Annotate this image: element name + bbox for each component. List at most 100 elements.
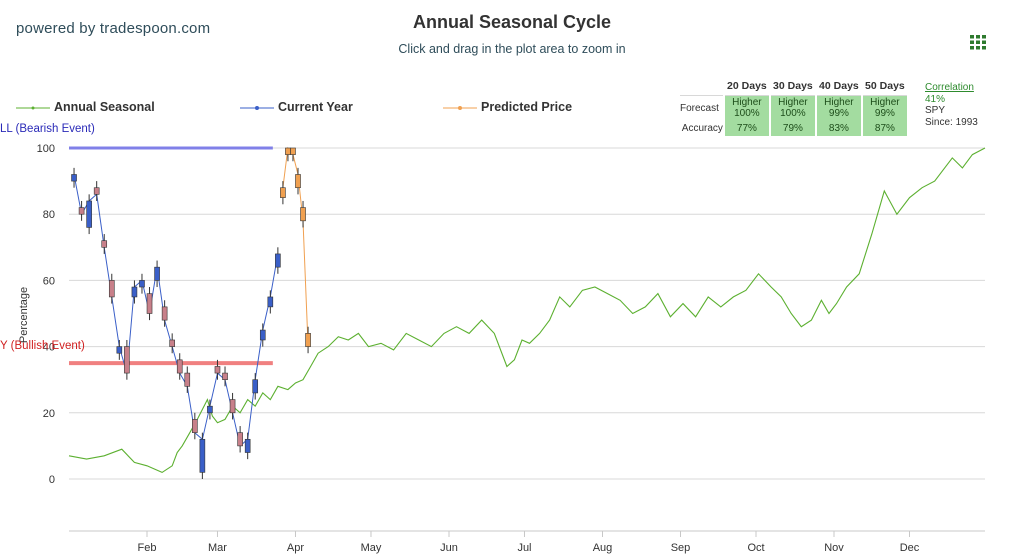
forecast-dir: Higher bbox=[732, 97, 762, 108]
forecast-cell-40: Higher 99% bbox=[816, 96, 861, 120]
x-tick-label: May bbox=[361, 542, 382, 554]
x-tick-label: Dec bbox=[900, 542, 920, 554]
correlation-box: Correlation 41% SPY Since: 1993 bbox=[925, 82, 978, 128]
forecast-cell-30: Higher 100% bbox=[770, 96, 815, 120]
current-year-candle bbox=[139, 280, 145, 288]
x-axis: Feb Mar Apr May Jun Jul Aug Sep Oct Nov Dec bbox=[69, 530, 985, 554]
current-year-candle bbox=[259, 329, 266, 341]
legend-label-predicted-price: Predicted Price bbox=[481, 100, 573, 114]
chart-subtitle: Click and drag in the plot area to zoom … bbox=[398, 42, 626, 56]
current-year-candle bbox=[124, 346, 130, 374]
current-year-candle bbox=[214, 366, 221, 374]
x-tick-label: Feb bbox=[138, 542, 157, 554]
x-tick-label: Jun bbox=[440, 542, 458, 554]
current-year-candle bbox=[169, 339, 175, 347]
header-50-days: 50 Days bbox=[862, 78, 907, 96]
accuracy-row: Accuracy 77% 79% 83% 87% bbox=[680, 120, 907, 136]
header-40-days: 40 Days bbox=[816, 78, 861, 96]
correlation-link[interactable]: Correlation bbox=[925, 82, 974, 93]
accuracy-cell-50: 87% bbox=[862, 120, 907, 136]
forecast-dir: Higher bbox=[824, 97, 854, 108]
event-lines: LL (Bearish Event) Y (Bullish Event) bbox=[0, 123, 273, 366]
chart-title: Annual Seasonal Cycle bbox=[412, 12, 612, 32]
predicted-price-candle bbox=[295, 174, 301, 189]
forecast-table: 20 Days 30 Days 40 Days 50 Days Forecast… bbox=[678, 78, 909, 136]
forecast-cell-20: Higher 100% bbox=[724, 96, 769, 120]
current-year-candle bbox=[267, 296, 274, 308]
annual-seasonal-line bbox=[68, 147, 986, 474]
forecast-table-corner bbox=[680, 78, 723, 96]
current-year-candle bbox=[93, 187, 100, 195]
y-tick-label: 0 bbox=[49, 474, 55, 486]
forecast-dir: Higher bbox=[778, 97, 808, 108]
y-tick-label: 20 bbox=[43, 408, 55, 420]
forecast-row: Forecast Higher 100% Higher 100% Higher 99%… bbox=[680, 96, 907, 120]
forecast-dir: Higher bbox=[870, 97, 900, 108]
current-year-candle bbox=[86, 200, 92, 228]
annual-seasonal-swatch-icon bbox=[16, 106, 50, 110]
current-year-candle bbox=[71, 174, 77, 182]
menu-grid-icon[interactable] bbox=[969, 34, 987, 50]
forecast-pct: 100% bbox=[780, 108, 806, 119]
y-axis-ticks: 0 20 40 60 80 100 bbox=[37, 143, 55, 486]
current-year-candle bbox=[131, 286, 138, 298]
current-year-candle bbox=[176, 359, 183, 374]
forecast-pct: 99% bbox=[874, 108, 895, 119]
forecast-table-header: 20 Days 30 Days 40 Days 50 Days bbox=[680, 78, 907, 96]
correlation-value: 41% bbox=[925, 93, 946, 105]
x-tick-label: Apr bbox=[287, 542, 304, 554]
x-tick-label: Oct bbox=[747, 542, 764, 554]
current-year-line bbox=[73, 174, 279, 447]
accuracy-cell-20: 77% bbox=[724, 120, 769, 136]
x-tick-label: Jul bbox=[517, 542, 531, 554]
x-tick-label: Aug bbox=[593, 542, 613, 554]
predicted-price-candle bbox=[305, 333, 311, 347]
bullish-event-label: Y (Bullish Event) bbox=[0, 340, 85, 352]
predicted-price-swatch-icon bbox=[443, 106, 477, 110]
x-tick-label: Nov bbox=[824, 542, 844, 554]
current-year-candle bbox=[207, 405, 213, 414]
forecast-label: Forecast bbox=[680, 102, 719, 114]
y-tick-label: 80 bbox=[43, 209, 55, 221]
current-year-candle bbox=[244, 438, 251, 453]
correlation-since: Since: 1993 bbox=[925, 116, 978, 128]
y-tick-label: 100 bbox=[37, 143, 55, 155]
current-year-candle bbox=[108, 280, 115, 298]
current-year-candle bbox=[146, 293, 153, 314]
y-tick-label: 40 bbox=[43, 342, 55, 354]
current-year-candle bbox=[184, 372, 191, 387]
current-year-candle bbox=[199, 438, 206, 473]
header-30-days: 30 Days bbox=[770, 78, 815, 96]
powered-by-text[interactable]: powered by tradespoon.com bbox=[16, 20, 211, 37]
predicted-price-candle bbox=[290, 147, 296, 155]
current-year-candle bbox=[192, 419, 198, 433]
accuracy-label: Accuracy bbox=[681, 123, 723, 134]
current-year-candle bbox=[116, 346, 123, 354]
current-year-candle bbox=[237, 432, 243, 447]
accuracy-cell-40: 83% bbox=[816, 120, 861, 136]
series-layer bbox=[68, 146, 986, 479]
legend-label-annual-seasonal: Annual Seasonal bbox=[54, 100, 155, 114]
current-year-swatch-icon bbox=[240, 106, 274, 110]
forecast-pct: 100% bbox=[734, 108, 760, 119]
current-year-candle bbox=[229, 399, 236, 414]
x-tick-label: Mar bbox=[208, 542, 227, 554]
accuracy-cell-30: 79% bbox=[770, 120, 815, 136]
grid-lines bbox=[69, 147, 985, 480]
forecast-pct: 99% bbox=[828, 108, 849, 119]
header-20-days: 20 Days bbox=[724, 78, 769, 96]
y-axis-label: Percentage bbox=[18, 287, 30, 343]
current-year-candle bbox=[101, 240, 108, 248]
predicted-price-candle bbox=[280, 187, 286, 198]
x-tick-label: Sep bbox=[671, 542, 691, 554]
current-year-candle bbox=[161, 306, 168, 321]
current-year-candle bbox=[252, 379, 259, 394]
legend-label-current-year: Current Year bbox=[278, 100, 353, 114]
current-year-candle bbox=[222, 372, 228, 380]
predicted-price-candle bbox=[300, 207, 306, 222]
predicted-price-line bbox=[282, 146, 309, 347]
predicted-price-candle bbox=[285, 147, 291, 155]
forecast-cell-50: Higher 99% bbox=[862, 96, 907, 120]
current-year-candle bbox=[275, 253, 281, 268]
y-tick-label: 60 bbox=[43, 275, 55, 287]
